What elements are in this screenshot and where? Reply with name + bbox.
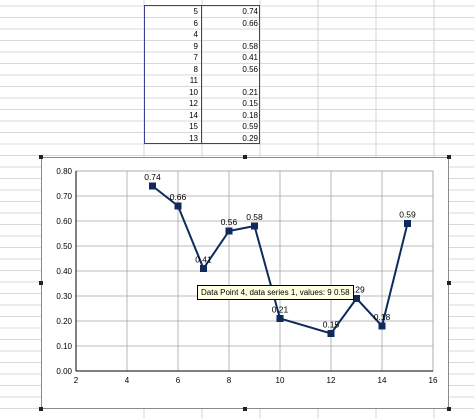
table-row[interactable]: 9 0.58 <box>145 41 261 52</box>
cell-x-value[interactable]: 13 <box>189 133 198 143</box>
selected-range-divider <box>201 5 202 144</box>
cell-y-value[interactable]: 0.15 <box>242 99 258 108</box>
cell-y-value[interactable]: 0.66 <box>242 18 258 28</box>
resize-handle-bottom-middle[interactable] <box>243 407 247 411</box>
data-label: 0.59 <box>399 210 416 220</box>
y-tick-label: 0.00 <box>56 367 72 376</box>
resize-handle-top-middle[interactable] <box>243 155 247 159</box>
data-label: 0.18 <box>374 312 391 322</box>
resize-handle-bottom-right[interactable] <box>447 407 451 411</box>
data-point-marker[interactable] <box>276 315 284 322</box>
y-tick-label: 0.40 <box>56 267 72 276</box>
resize-handle-top-left[interactable] <box>39 155 43 159</box>
data-label: 0.29 <box>348 285 365 295</box>
data-label: 0.21 <box>272 305 289 315</box>
table-row[interactable]: 13 0.29 <box>145 133 261 144</box>
y-tick-label: 0.30 <box>56 292 72 301</box>
x-tick-label: 10 <box>276 376 285 385</box>
y-tick-label: 0.10 <box>56 342 72 351</box>
data-point-marker[interactable] <box>174 202 182 210</box>
cell-x-value[interactable]: 6 <box>193 18 198 28</box>
cell-x-value[interactable]: 5 <box>193 7 198 16</box>
data-label: 0.15 <box>323 320 340 330</box>
table-row[interactable]: 7 0.41 <box>145 52 261 63</box>
cell-x-value[interactable]: 7 <box>193 53 198 62</box>
cell-y-value[interactable]: 0.56 <box>242 64 258 74</box>
cell-y-value[interactable]: 0.59 <box>242 122 258 131</box>
data-point-marker[interactable] <box>353 295 360 302</box>
data-point-marker[interactable] <box>378 322 386 330</box>
y-tick-label: 0.60 <box>56 217 72 226</box>
cell-y-value[interactable]: 0.41 <box>242 53 258 62</box>
x-tick-label: 6 <box>176 376 181 385</box>
resize-handle-bottom-left[interactable] <box>39 407 43 411</box>
data-label: 0.74 <box>144 172 161 182</box>
x-tick-label: 8 <box>227 376 232 385</box>
y-tick-label: 0.20 <box>56 317 72 326</box>
resize-handle-top-right[interactable] <box>447 155 451 159</box>
cell-x-value[interactable]: 8 <box>193 64 198 74</box>
selected-range-border <box>144 5 260 144</box>
cell-y-value[interactable]: 0.21 <box>242 87 258 97</box>
cell-y-value[interactable]: 0.74 <box>242 7 258 16</box>
cell-x-value[interactable]: 9 <box>193 41 198 51</box>
cell-y-value[interactable]: 0.18 <box>242 110 258 120</box>
cell-x-value[interactable]: 10 <box>189 87 198 97</box>
x-tick-label: 12 <box>327 376 336 385</box>
xy-scatter-chart[interactable]: 0.00 0.10 0.20 0.30 0.40 0.50 0.60 0.70 0.80 2 4 6 8… <box>41 157 449 409</box>
table-row[interactable]: 5 0.74 <box>145 6 261 17</box>
data-point-marker[interactable] <box>404 220 411 227</box>
resize-handle-middle-left[interactable] <box>39 281 43 285</box>
cell-y-value[interactable]: 0.58 <box>242 41 258 51</box>
data-point-marker[interactable] <box>251 222 258 230</box>
cell-y-value[interactable]: 0.29 <box>242 133 258 143</box>
data-point-marker[interactable] <box>149 182 156 190</box>
y-tick-label: 0.50 <box>56 242 72 251</box>
cell-x-value[interactable]: 4 <box>193 30 198 39</box>
table-row[interactable]: 6 0.66 <box>145 18 261 29</box>
table-row[interactable]: 4 <box>145 29 261 40</box>
data-label: 0.56 <box>221 217 238 227</box>
x-tick-label: 16 <box>429 376 438 385</box>
data-point-marker[interactable] <box>200 265 207 272</box>
table-row[interactable]: 8 0.56 <box>145 64 261 75</box>
table-row[interactable]: 15 0.59 <box>145 121 261 132</box>
table-row[interactable]: 10 0.21 <box>145 87 261 98</box>
table-row[interactable]: 12 0.15 <box>145 98 261 109</box>
data-point-marker[interactable] <box>225 227 233 235</box>
table-row[interactable]: 14 0.18 <box>145 110 261 121</box>
data-label: 0.66 <box>170 192 187 202</box>
x-tick-label: 4 <box>125 376 130 385</box>
data-point-tooltip: Data Point 4, data series 1, values: 9 0… <box>197 285 354 300</box>
series-line[interactable] <box>151 185 409 335</box>
y-tick-label: 0.70 <box>56 192 72 201</box>
cell-x-value[interactable]: 14 <box>189 110 198 120</box>
y-tick-label: 0.80 <box>56 167 72 176</box>
data-label: 0.58 <box>246 212 263 222</box>
table-row[interactable]: 11 <box>145 75 261 86</box>
cell-x-value[interactable]: 12 <box>189 99 198 108</box>
x-tick-label: 2 <box>74 376 79 385</box>
cell-x-value[interactable]: 11 <box>189 76 198 85</box>
x-tick-label: 14 <box>378 376 387 385</box>
cell-x-value[interactable]: 15 <box>189 122 198 131</box>
data-point-marker[interactable] <box>327 330 335 337</box>
data-label: 0.41 <box>195 255 212 265</box>
resize-handle-middle-right[interactable] <box>447 281 451 285</box>
